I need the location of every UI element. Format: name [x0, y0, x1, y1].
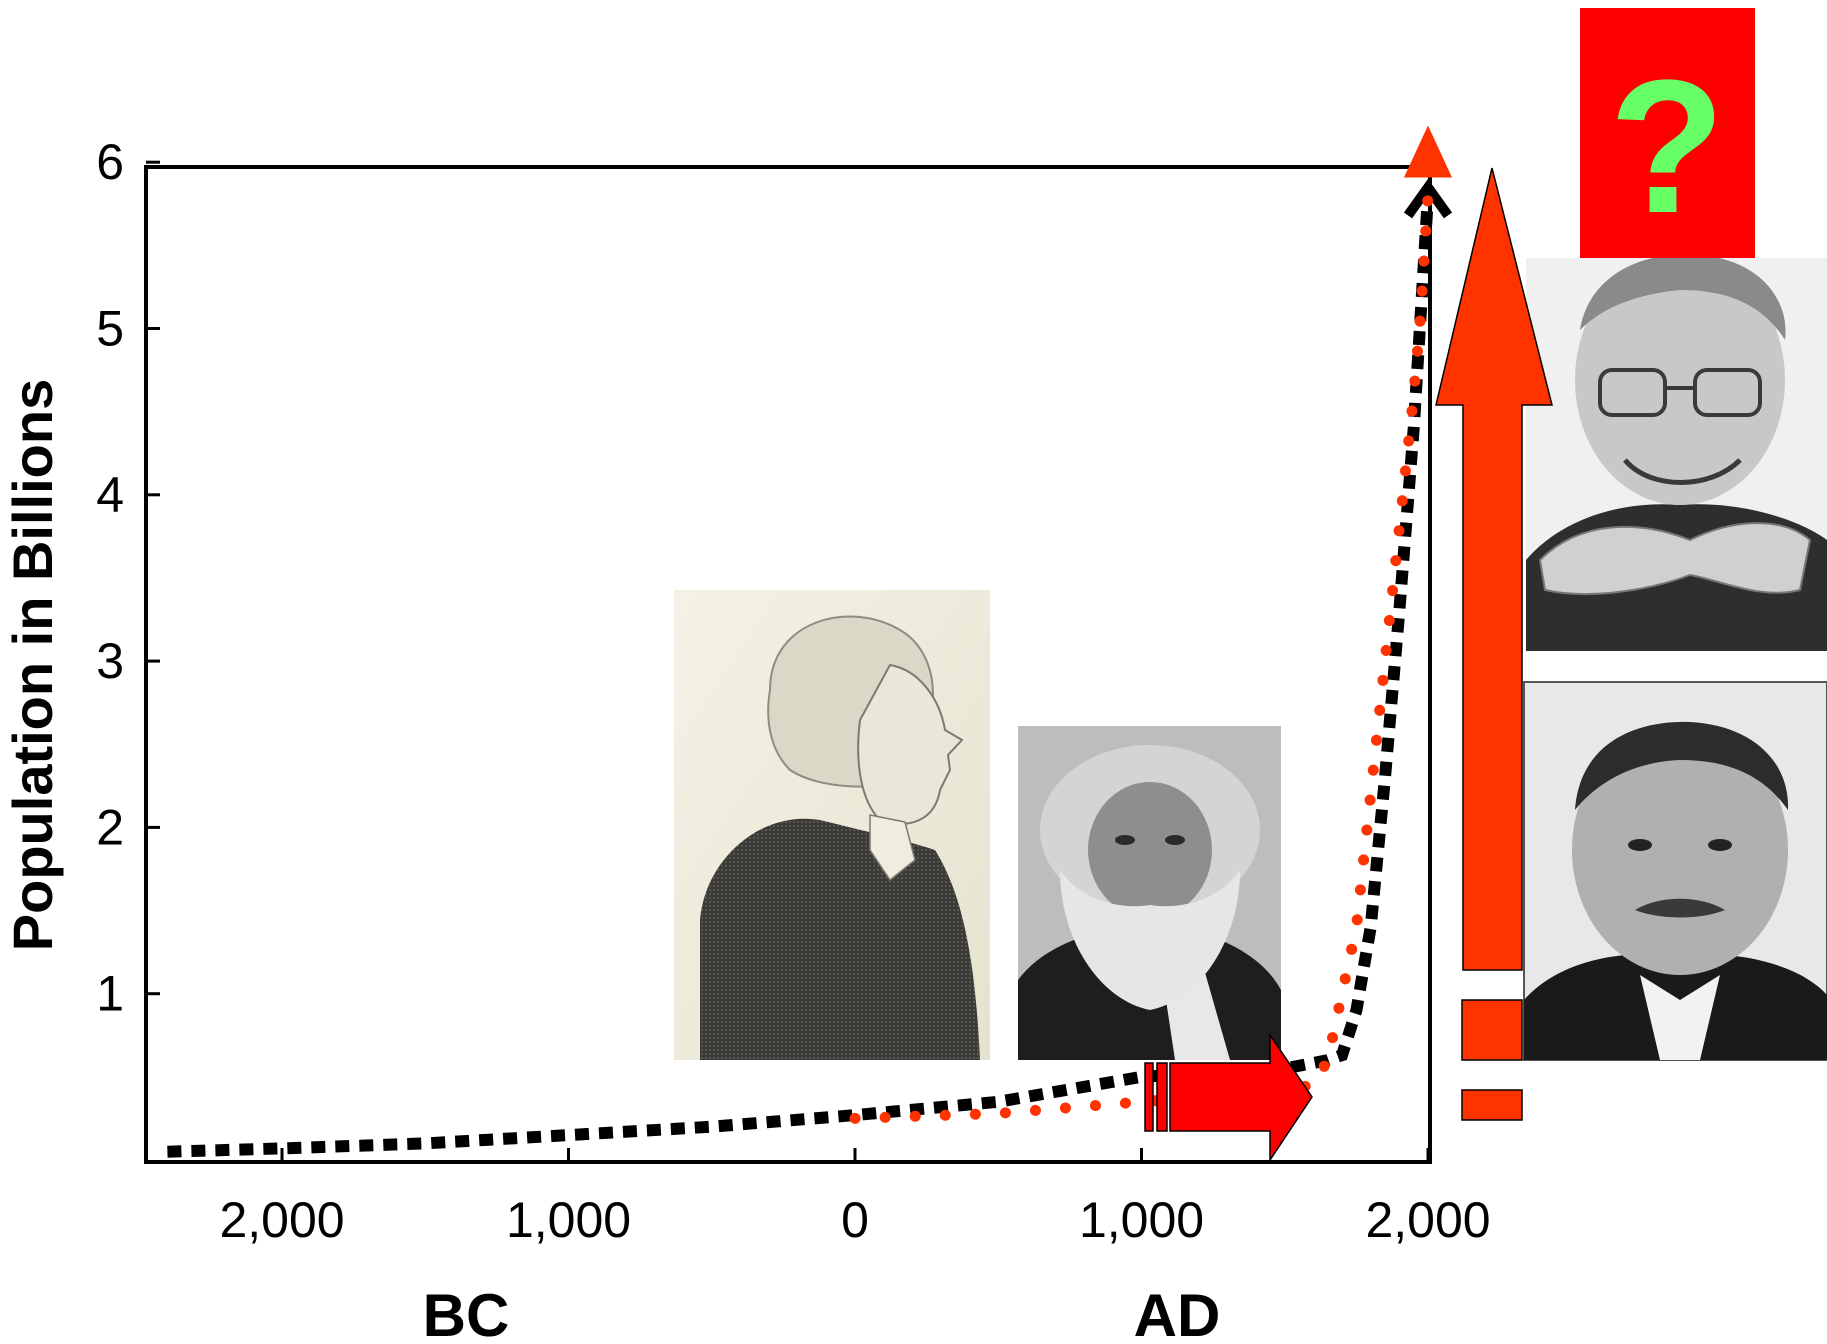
y-tick-label: 5 — [96, 301, 124, 357]
series-layer — [167, 125, 1453, 1158]
portrait-mustache-man — [1523, 681, 1827, 1061]
y-tick-label: 4 — [96, 467, 124, 523]
question-mark: ? — [1609, 41, 1725, 253]
y-tick-label: 1 — [96, 966, 124, 1022]
y-axis-title: Population in Billions — [1, 379, 64, 951]
x-tick-label: 1,000 — [506, 1192, 631, 1248]
series-line-black-dashed — [167, 195, 1434, 1158]
horizontal-arrow — [1144, 1032, 1313, 1163]
y-tick-label: 6 — [96, 134, 124, 190]
portrait-bearded-man — [1018, 726, 1281, 1060]
x-tick-label: 0 — [841, 1192, 869, 1248]
question-box: ? — [1580, 8, 1755, 258]
era-label-bc: BC — [423, 1282, 510, 1344]
portrait-smiling-glasses — [1526, 254, 1827, 651]
y-axis: 1 2 3 4 5 6 — [96, 134, 160, 1022]
series-arrowhead-black — [1403, 178, 1453, 219]
portrait-engraving-profile — [674, 590, 990, 1060]
series-arrowhead-red — [1404, 125, 1452, 178]
y-tick-label: 3 — [96, 633, 124, 689]
vertical-arrow — [1435, 167, 1553, 1121]
x-axis: 2,000 1,000 0 1,000 2,000 — [219, 1148, 1491, 1248]
x-tick-label: 2,000 — [219, 1192, 344, 1248]
plot-frame — [144, 165, 1432, 1164]
y-tick-label: 2 — [96, 799, 124, 855]
x-tick-label: 1,000 — [1079, 1192, 1204, 1248]
era-label-ad: AD — [1134, 1282, 1221, 1344]
x-tick-label: 2,000 — [1365, 1192, 1490, 1248]
